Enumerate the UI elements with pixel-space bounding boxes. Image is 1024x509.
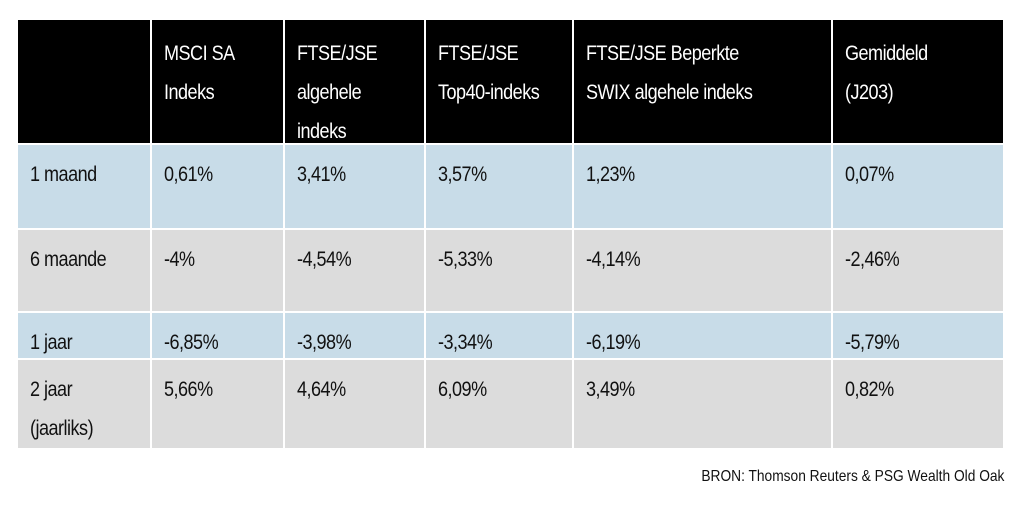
data-cell: 6,09% — [426, 360, 572, 448]
data-cell: 0,82% — [833, 360, 1003, 448]
cell-text: 0,82% — [845, 378, 894, 401]
cell-text: FTSE/JSE algehele indeks — [297, 42, 378, 143]
data-cell: -3,34% — [426, 313, 572, 358]
row-label: 2 jaar (jaarliks) — [18, 360, 150, 448]
data-cell: 4,64% — [285, 360, 424, 448]
data-cell: -6,85% — [152, 313, 283, 358]
cell-text: -5,33% — [438, 248, 493, 271]
data-cell: -4% — [152, 230, 283, 311]
cell-text: -4,14% — [586, 248, 641, 271]
header-cell — [18, 20, 150, 143]
header-cell: FTSE/JSE Top40-indeks — [426, 20, 572, 143]
data-cell: -4,14% — [574, 230, 831, 311]
row-label: 1 maand — [18, 145, 150, 228]
cell-text: 1 jaar — [30, 331, 73, 354]
cell-text: 1 maand — [30, 163, 97, 186]
cell-text: 1,23% — [586, 163, 635, 186]
cell-text: -6,19% — [586, 331, 641, 354]
data-cell: -5,79% — [833, 313, 1003, 358]
data-cell: 3,49% — [574, 360, 831, 448]
data-cell: 1,23% — [574, 145, 831, 228]
data-cell: -3,98% — [285, 313, 424, 358]
data-cell: 3,57% — [426, 145, 572, 228]
cell-text: MSCI SA Indeks — [164, 42, 235, 104]
cell-text: 2 jaar (jaarliks) — [30, 378, 94, 440]
cell-text: 0,07% — [845, 163, 894, 186]
header-cell: FTSE/JSE algehele indeks — [285, 20, 424, 143]
data-cell: -2,46% — [833, 230, 1003, 311]
cell-text: FTSE/JSE Beperkte SWIX algehele indeks — [586, 42, 753, 104]
header-cell: Gemiddeld (J203) — [833, 20, 1003, 143]
cell-text: 0,61% — [164, 163, 213, 186]
data-cell: -5,33% — [426, 230, 572, 311]
data-cell: -6,19% — [574, 313, 831, 358]
cell-text: 3,57% — [438, 163, 487, 186]
row-label: 6 maande — [18, 230, 150, 311]
cell-text: 3,41% — [297, 163, 346, 186]
cell-text: -2,46% — [845, 248, 900, 271]
data-cell: 3,41% — [285, 145, 424, 228]
cell-text: 3,49% — [586, 378, 635, 401]
data-cell: -4,54% — [285, 230, 424, 311]
header-cell: FTSE/JSE Beperkte SWIX algehele indeks — [574, 20, 831, 143]
cell-text: 6,09% — [438, 378, 487, 401]
source-note: BRON: Thomson Reuters & PSG Wealth Old O… — [700, 468, 1004, 485]
cell-text: -4% — [164, 248, 195, 271]
data-cell: 5,66% — [152, 360, 283, 448]
cell-text: FTSE/JSE Top40-indeks — [438, 42, 540, 104]
data-cell: 0,07% — [833, 145, 1003, 228]
cell-text: 4,64% — [297, 378, 346, 401]
row-label: 1 jaar — [18, 313, 150, 358]
cell-text: Gemiddeld (J203) — [845, 42, 928, 104]
cell-text: -3,98% — [297, 331, 352, 354]
cell-text: -3,34% — [438, 331, 493, 354]
cell-text: 5,66% — [164, 378, 213, 401]
cell-text: -4,54% — [297, 248, 352, 271]
header-cell: MSCI SA Indeks — [152, 20, 283, 143]
data-cell: 0,61% — [152, 145, 283, 228]
cell-text: -6,85% — [164, 331, 219, 354]
cell-text: 6 maande — [30, 248, 107, 271]
cell-text: -5,79% — [845, 331, 900, 354]
